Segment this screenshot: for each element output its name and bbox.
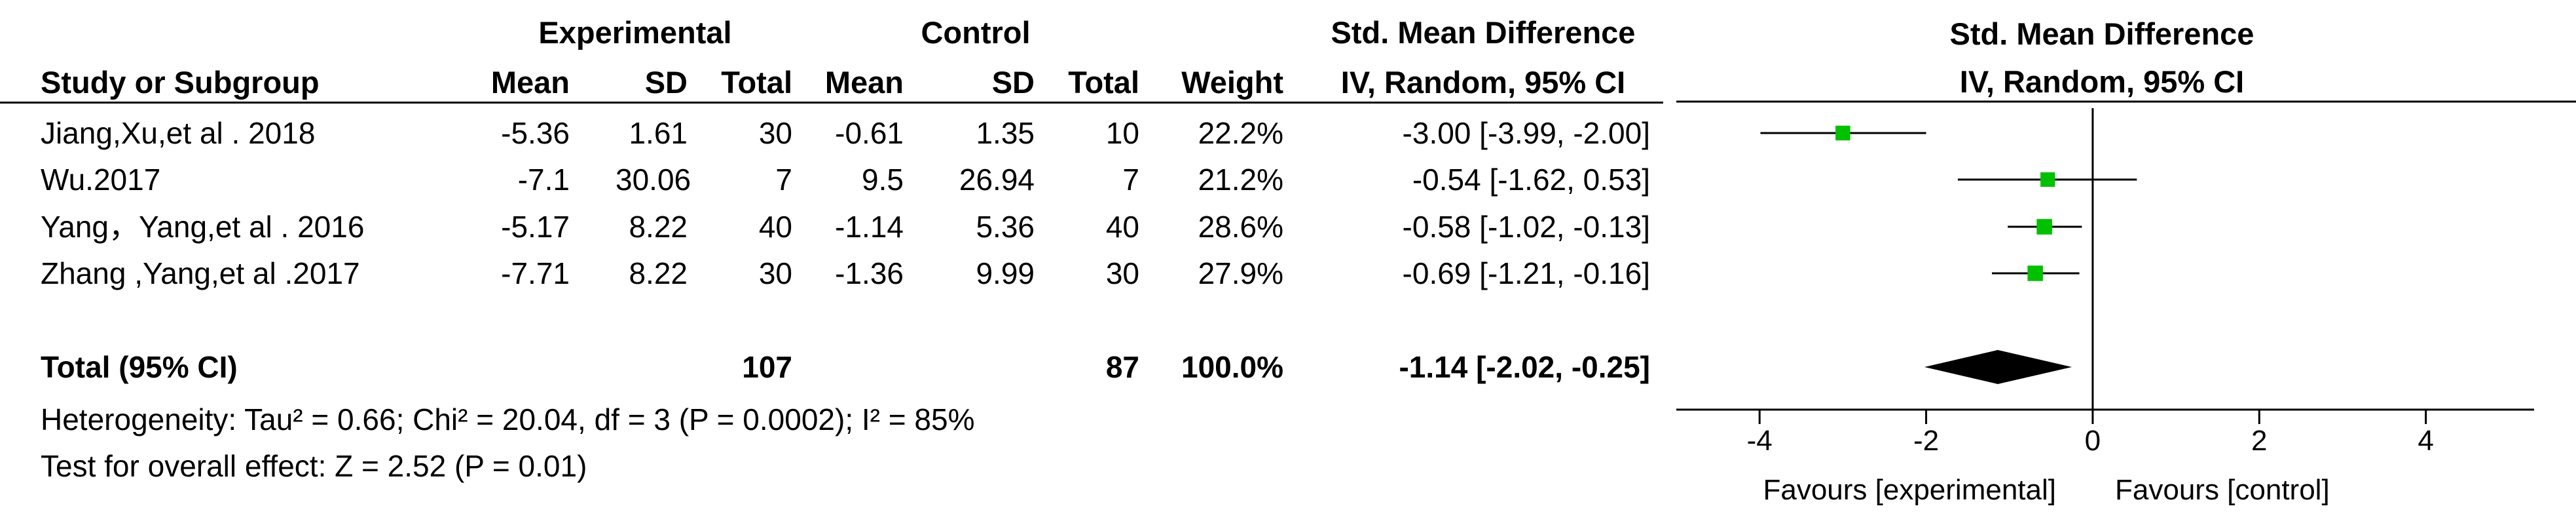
ctl-mean: 9.5: [862, 163, 904, 197]
weight: 21.2%: [1198, 163, 1283, 197]
x-tick-label: -4: [1747, 425, 1773, 457]
ci-text: -0.69 [-1.21, -0.16]: [1402, 256, 1650, 290]
study-name: Wu.2017: [41, 163, 161, 197]
ctl-total: 40: [1105, 210, 1139, 244]
ctl-total: 7: [1122, 163, 1139, 197]
favours-control-label: Favours [control]: [2115, 474, 2330, 506]
exp-sd: 8.22: [629, 256, 688, 290]
exp-total: 30: [758, 256, 792, 290]
col-exp-mean-header: Mean: [490, 65, 570, 100]
weight: 27.9%: [1198, 256, 1283, 290]
ctl-mean: -1.14: [835, 210, 904, 244]
plot-method-header: IV, Random, 95% CI: [1960, 64, 2244, 99]
exp-total: 30: [758, 116, 792, 150]
study-marker: [2040, 172, 2055, 187]
col-ctl-sd-header: SD: [991, 65, 1035, 100]
total-exp-total: 107: [742, 350, 792, 384]
total-ctl-total: 87: [1105, 350, 1139, 384]
col-weight-header: Weight: [1181, 65, 1283, 100]
x-tick-label: 0: [2085, 425, 2101, 457]
total-label: Total (95% CI): [41, 350, 238, 384]
ctl-sd: 26.94: [959, 163, 1035, 197]
ctl-mean: -0.61: [835, 116, 904, 150]
exp-mean: -7.1: [517, 163, 570, 197]
forest-table: Experimental Control Std. Mean Differenc…: [0, 15, 1663, 483]
x-tick-label: 2: [2251, 425, 2267, 457]
experimental-group-header: Experimental: [538, 15, 732, 50]
ci-text: -0.58 [-1.02, -0.13]: [1402, 210, 1650, 244]
exp-sd: 8.22: [629, 210, 688, 244]
ctl-mean: -1.36: [835, 256, 904, 290]
study-name: Yang，Yang,et al . 2016: [41, 210, 365, 244]
exp-sd: 30.06: [616, 163, 691, 197]
total-ci-text: -1.14 [-2.02, -0.25]: [1399, 350, 1650, 384]
ctl-sd: 1.35: [976, 116, 1035, 150]
study-name: Jiang,Xu,et al . 2018: [41, 116, 316, 150]
col-study-header: Study or Subgroup: [41, 65, 320, 100]
x-tick-label: 4: [2418, 425, 2433, 457]
control-group-header: Control: [921, 15, 1031, 50]
ci-text: -3.00 [-3.99, -2.00]: [1402, 116, 1650, 150]
ci-text: -0.54 [-1.62, 0.53]: [1412, 163, 1650, 197]
ctl-total: 30: [1105, 256, 1139, 290]
exp-mean: -7.71: [501, 256, 570, 290]
heterogeneity-text: Heterogeneity: Tau² = 0.66; Chi² = 20.04…: [41, 402, 975, 436]
col-exp-total-header: Total: [721, 65, 792, 100]
ctl-sd: 5.36: [976, 210, 1035, 244]
total-weight: 100.0%: [1181, 350, 1283, 384]
weight: 22.2%: [1198, 116, 1283, 150]
header-rule: [0, 102, 1663, 104]
exp-total: 7: [775, 163, 792, 197]
col-exp-sd-header: SD: [644, 65, 688, 100]
exp-mean: -5.17: [501, 210, 570, 244]
plot-title: Std. Mean Difference: [1950, 16, 2254, 51]
study-marker: [2036, 219, 2052, 235]
col-ctl-mean-header: Mean: [824, 65, 904, 100]
study-marker: [1835, 125, 1850, 141]
ctl-sd: 9.99: [976, 256, 1035, 290]
col-ctl-total-header: Total: [1068, 65, 1139, 100]
study-marker: [2027, 265, 2043, 281]
exp-total: 40: [758, 210, 792, 244]
study-name: Zhang ,Yang,et al .2017: [41, 256, 360, 290]
weight: 28.6%: [1198, 210, 1283, 244]
ctl-total: 10: [1105, 116, 1139, 150]
col-method-header: IV, Random, 95% CI: [1340, 65, 1626, 100]
favours-experimental-label: Favours [experimental]: [1763, 474, 2056, 506]
overall-effect-text: Test for overall effect: Z = 2.52 (P = 0…: [41, 449, 587, 483]
pooled-diamond: [1924, 350, 2072, 384]
exp-mean: -5.36: [501, 116, 570, 150]
x-tick-label: -2: [1913, 425, 1939, 457]
exp-sd: 1.61: [629, 116, 688, 150]
effect-measure-header: Std. Mean Difference: [1331, 15, 1636, 50]
